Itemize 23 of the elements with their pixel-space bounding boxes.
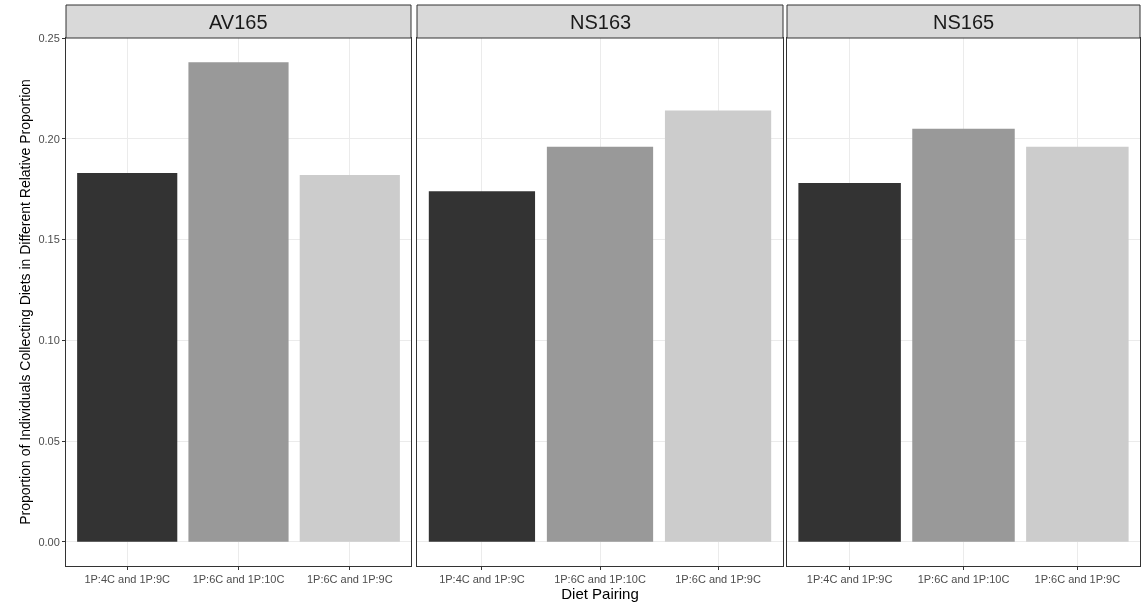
bar <box>299 175 400 542</box>
x-tick-label: 1P:6C and 1P:9C <box>306 573 393 586</box>
x-tick-label: 1P:6C and 1P:10C <box>917 573 1010 586</box>
y-tick-label: 0.00 <box>38 535 60 548</box>
bar <box>188 62 289 542</box>
x-tick-label: 1P:4C and 1P:9C <box>806 573 893 586</box>
y-tick-label: 0.05 <box>38 434 60 447</box>
x-tick-label: 1P:6C and 1P:9C <box>1034 573 1121 586</box>
bar <box>77 173 178 542</box>
x-tick-label: 1P:4C and 1P:9C <box>84 573 171 586</box>
chart-title: NS163 <box>570 11 632 33</box>
x-axis-title: Diet Pairing <box>561 585 639 603</box>
chart-title: NS165 <box>933 11 995 33</box>
x-tick-label: 1P:4C and 1P:9C <box>439 573 525 586</box>
y-tick-label: 0.20 <box>38 132 60 145</box>
y-tick-label: 0.15 <box>38 233 60 246</box>
x-tick-label: 1P:6C and 1P:10C <box>192 573 285 586</box>
y-axis-title: Proportion of Individuals Collecting Diets in Different Relative Proportion <box>16 79 33 525</box>
x-tick-label: 1P:6C and 1P:9C <box>675 573 761 586</box>
x-tick-label: 1P:6C and 1P:10C <box>554 573 646 586</box>
chart-title: AV165 <box>209 11 268 33</box>
y-tick-label: 0.25 <box>38 31 60 44</box>
y-tick-label: 0.10 <box>38 334 60 347</box>
